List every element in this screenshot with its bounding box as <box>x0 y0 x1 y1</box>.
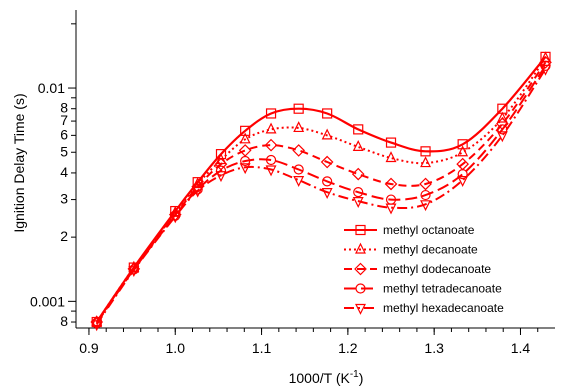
legend: methyl octanoate methyl decanoate methyl d… <box>344 223 504 315</box>
series-triangle-down <box>91 64 551 332</box>
y-tick-label: 7 <box>60 112 68 128</box>
data-point <box>215 171 227 183</box>
legend-label: methyl dodecanoate <box>383 262 491 276</box>
data-point <box>239 163 251 175</box>
legend-marker <box>355 242 366 254</box>
data-point <box>384 177 398 191</box>
legend-marker <box>354 262 367 276</box>
data-point <box>352 197 364 208</box>
y-tick-label: 4 <box>60 164 68 180</box>
x-tick-label: 1.0 <box>166 340 186 356</box>
y-tick-label: 8 <box>60 100 68 116</box>
legend-marker <box>355 303 366 315</box>
legend-marker <box>355 224 366 236</box>
data-point <box>419 177 432 191</box>
data-point <box>457 145 469 157</box>
legend-marker <box>355 283 366 294</box>
data-point <box>420 156 432 168</box>
data-point <box>322 108 333 119</box>
data-point <box>169 212 181 224</box>
data-point <box>128 264 139 275</box>
data-point <box>457 168 468 180</box>
data-point <box>240 125 251 136</box>
x-axis-title-main: 1000/T (K <box>289 370 351 386</box>
data-point <box>265 122 277 134</box>
y-tick-label: 5 <box>60 143 68 159</box>
data-point <box>293 121 305 133</box>
data-point <box>293 164 304 175</box>
data-point <box>353 124 364 135</box>
data-point <box>353 187 364 198</box>
x-axis-title-end: ) <box>359 370 364 386</box>
y-tick-label: 6 <box>60 126 68 142</box>
data-point <box>321 188 333 200</box>
data-point <box>265 154 277 166</box>
y-tick-label: 0.001 <box>30 293 65 309</box>
y-axis-title: Ignition Delay Time (s) <box>11 93 27 232</box>
y-tick-label: 8 <box>60 313 68 329</box>
data-point <box>420 189 431 201</box>
data-point <box>420 146 431 157</box>
data-point <box>496 131 508 143</box>
legend-label: methyl decanoate <box>383 243 478 257</box>
y-tick-label: 2 <box>60 228 68 244</box>
data-point <box>293 103 304 114</box>
legend-label: methyl octanoate <box>383 223 475 237</box>
data-point <box>420 200 432 212</box>
data-point <box>539 55 552 69</box>
series-layer <box>90 51 552 332</box>
data-point <box>264 138 278 152</box>
data-point <box>351 167 365 181</box>
data-point <box>385 151 397 163</box>
x-tick-label: 1.3 <box>424 340 444 356</box>
data-point <box>540 64 551 76</box>
data-point <box>321 128 333 140</box>
y-tick-label: 3 <box>60 191 68 207</box>
x-axis-title-superscript: -1 <box>350 369 359 380</box>
data-point <box>292 144 306 157</box>
x-tick-label: 0.9 <box>79 340 99 356</box>
y-tick-label: 0.01 <box>38 80 65 96</box>
legend-label: methyl tetradecanoate <box>383 282 502 296</box>
data-point <box>385 137 397 148</box>
data-point <box>352 140 364 151</box>
data-point <box>496 111 508 123</box>
legend-label: methyl hexadecanoate <box>383 301 504 315</box>
data-point <box>457 176 469 187</box>
x-tick-label: 1.4 <box>511 340 531 356</box>
data-point <box>457 139 468 150</box>
data-point <box>170 210 181 221</box>
data-point <box>192 184 203 195</box>
data-point <box>293 176 305 187</box>
data-point <box>192 186 204 198</box>
data-point <box>91 320 103 332</box>
data-point <box>385 203 397 215</box>
data-point <box>265 108 277 119</box>
data-point <box>322 176 333 187</box>
data-point <box>239 132 251 144</box>
data-point <box>128 266 140 278</box>
x-axis-title: 1000/T (K-1) <box>289 369 364 386</box>
x-tick-label: 1.1 <box>252 340 272 356</box>
data-point <box>91 318 102 329</box>
series-line <box>95 57 547 323</box>
series-line <box>95 68 547 325</box>
data-point <box>320 155 334 169</box>
x-tick-label: 1.2 <box>338 340 358 356</box>
data-point <box>240 155 251 167</box>
data-point <box>265 165 277 177</box>
